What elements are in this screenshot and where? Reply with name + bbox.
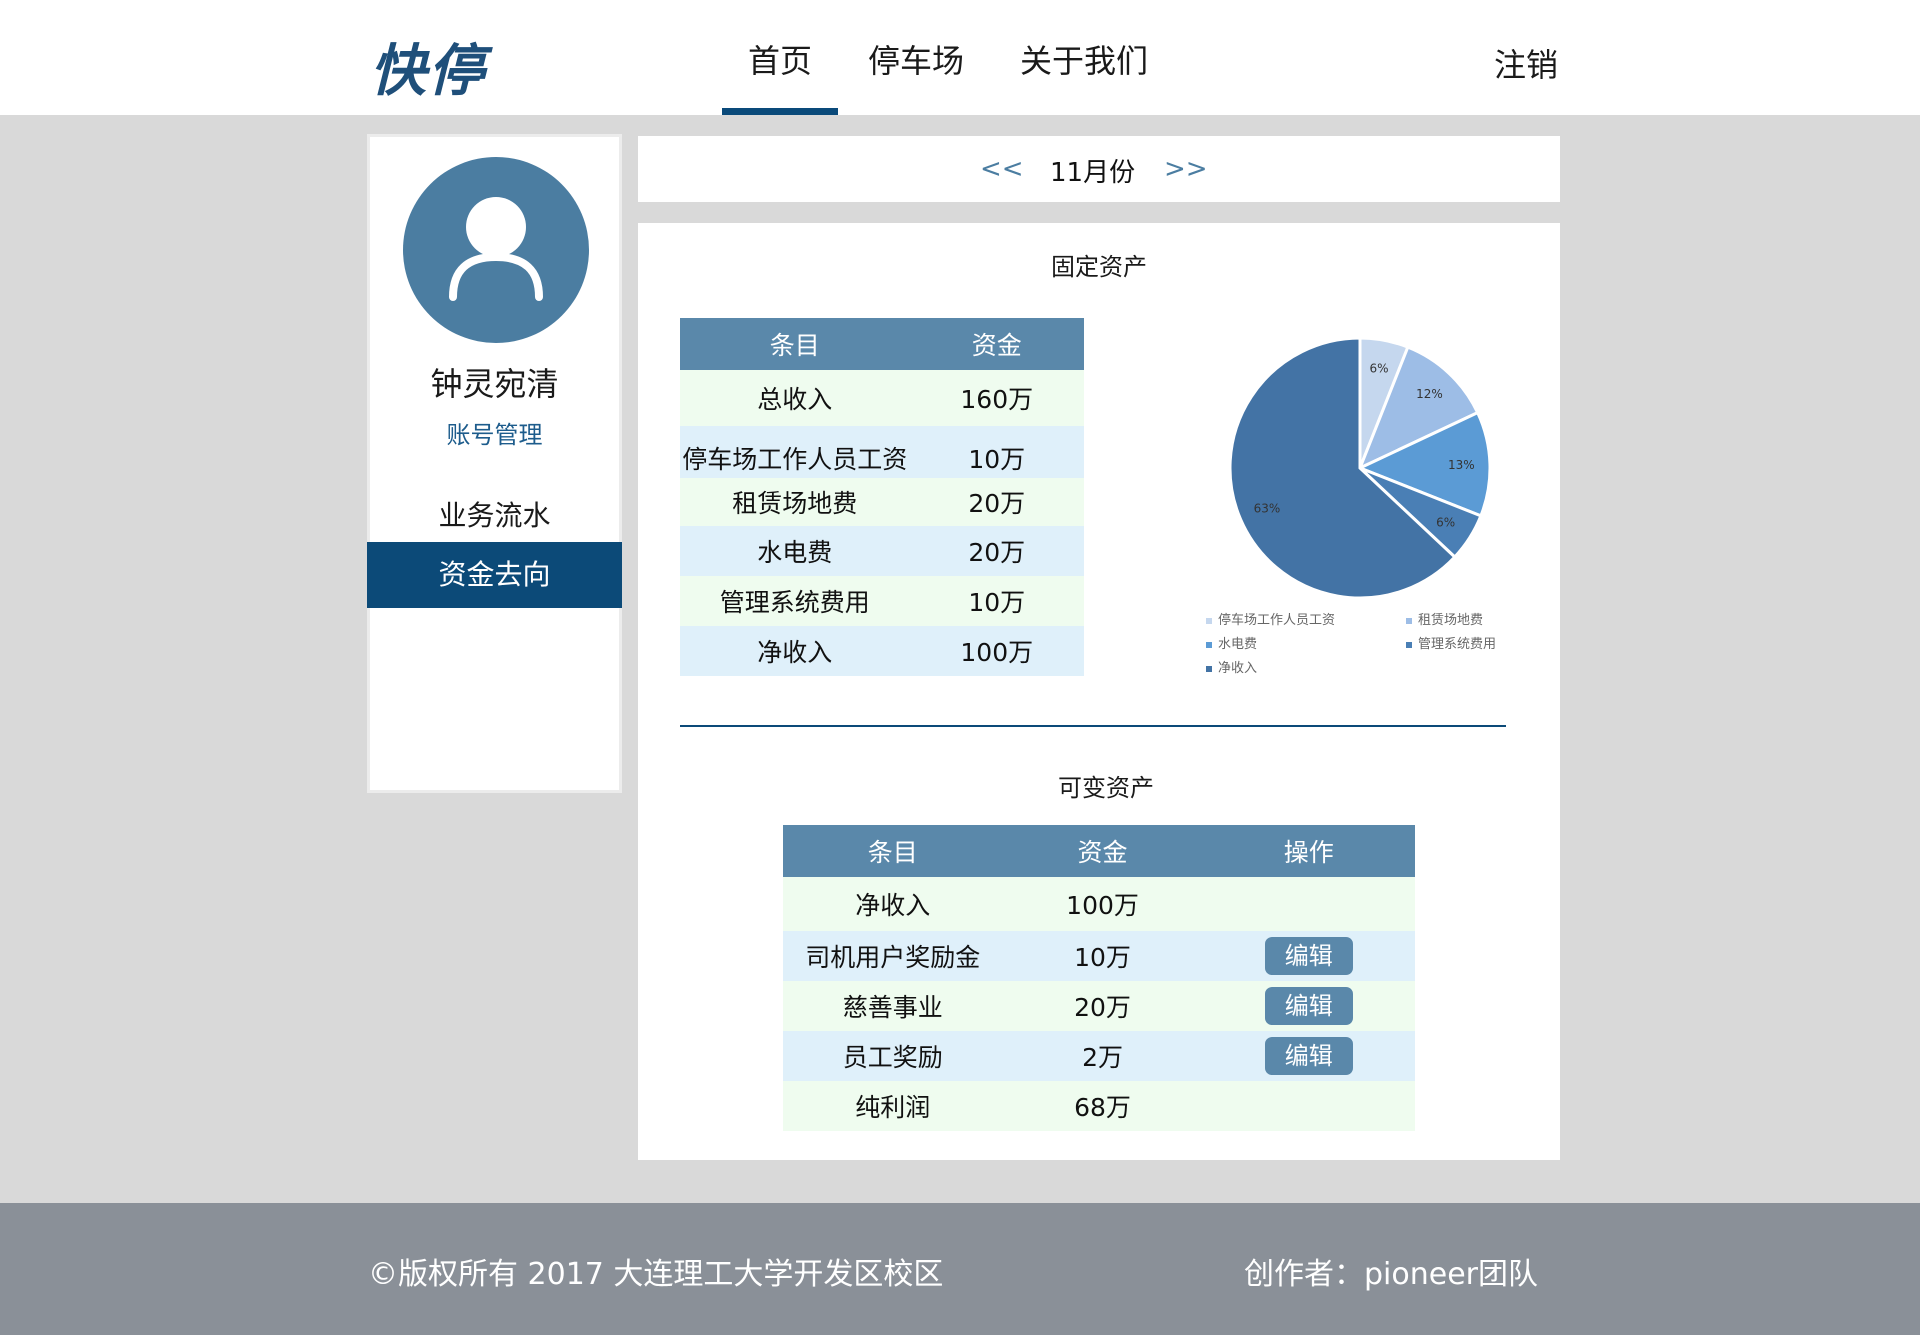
pie-slice-label: 12% — [1416, 387, 1443, 401]
cell-amount: 20万 — [909, 526, 1084, 576]
footer: ©版权所有 2017 大连理工大学开发区校区 创作者：pioneer团队 — [0, 1203, 1920, 1335]
cell-item: 总收入 — [680, 370, 910, 426]
cell-item: 慈善事业 — [783, 981, 1003, 1031]
main-panel: 固定资产 条目 资金 总收入 160万 停车场工作人员工资 10万 租赁场地费 … — [638, 223, 1560, 1160]
cell-amount: 10万 — [909, 426, 1084, 478]
table-row: 停车场工作人员工资 10万 — [680, 426, 1084, 478]
cell-amount: 100万 — [909, 626, 1084, 676]
cell-amount: 10万 — [909, 576, 1084, 626]
legend-swatch — [1406, 641, 1412, 648]
cell-amount: 160万 — [909, 370, 1084, 426]
copyright-text: ©版权所有 2017 大连理工大学开发区校区 — [368, 1257, 944, 1292]
month-label: 11月份 — [1050, 158, 1136, 188]
prev-month-button[interactable]: << — [980, 154, 1024, 184]
table-row: 租赁场地费 20万 — [680, 478, 1084, 526]
legend-label: 停车场工作人员工资 — [1218, 613, 1336, 628]
table-row: 净收入 100万 — [680, 626, 1084, 676]
legend-item: 停车场工作人员工资 — [1206, 609, 1335, 628]
cell-item: 员工奖励 — [783, 1031, 1003, 1081]
legend-item: 水电费 — [1206, 633, 1257, 652]
legend-item: 租赁场地费 — [1406, 609, 1483, 628]
month-selector: << 11月份 >> — [638, 136, 1560, 202]
column-header-amount: 资金 — [1002, 825, 1203, 877]
table-row: 管理系统费用 10万 — [680, 576, 1084, 626]
cell-amount: 20万 — [1002, 981, 1203, 1031]
table-row: 员工奖励 2万 编辑 — [783, 1031, 1415, 1081]
legend-label: 管理系统费用 — [1418, 637, 1497, 652]
table-row: 司机用户奖励金 10万 编辑 — [783, 931, 1415, 981]
cell-amount: 20万 — [909, 478, 1084, 526]
legend-item: 管理系统费用 — [1406, 633, 1496, 652]
legend-item: 净收入 — [1206, 657, 1257, 676]
cell-item: 管理系统费用 — [680, 576, 910, 626]
table-row: 净收入 100万 — [783, 877, 1415, 931]
sidebar-item-fund-flow[interactable]: 资金去向 — [367, 542, 622, 608]
logout-link[interactable]: 注销 — [1494, 46, 1559, 84]
pie-slice — [1357, 345, 1480, 471]
section-divider — [680, 725, 1506, 727]
legend-swatch — [1406, 617, 1412, 624]
table-row: 总收入 160万 — [680, 370, 1084, 426]
pie-slice-label: 63% — [1254, 501, 1281, 515]
cell-amount: 68万 — [1002, 1081, 1203, 1131]
legend-label: 净收入 — [1218, 661, 1258, 676]
cell-item: 净收入 — [680, 626, 910, 676]
nav-home[interactable]: 首页 — [720, 0, 840, 115]
table-header-row: 条目 资金 操作 — [783, 825, 1415, 877]
edit-button[interactable]: 编辑 — [1264, 1037, 1353, 1075]
avatar — [403, 157, 589, 343]
legend-label: 租赁场地费 — [1418, 613, 1484, 628]
username: 钟灵宛清 — [430, 365, 559, 403]
fixed-assets-pie-chart: 6% 12% 13% 6% 63% — [1228, 336, 1492, 600]
column-header-action: 操作 — [1202, 825, 1415, 877]
cell-amount: 10万 — [1002, 931, 1203, 981]
nav-about[interactable]: 关于我们 — [1020, 42, 1149, 80]
legend-swatch — [1206, 641, 1212, 648]
pie-slice-label: 13% — [1448, 458, 1475, 472]
pie-slice — [1228, 336, 1457, 600]
column-header-item: 条目 — [680, 318, 910, 370]
cell-action: 编辑 — [1202, 981, 1415, 1031]
cell-action: 编辑 — [1202, 1031, 1415, 1081]
column-header-amount: 资金 — [909, 318, 1084, 370]
table-header-row: 条目 资金 — [680, 318, 1084, 370]
sidebar: 钟灵宛清 账号管理 业务流水 资金去向 — [367, 134, 622, 793]
edit-button[interactable]: 编辑 — [1264, 937, 1353, 975]
variable-assets-table: 条目 资金 操作 净收入 100万 司机用户奖励金 10万 编辑 慈善事业 20… — [783, 825, 1415, 1131]
pie-slice-label: 6% — [1436, 515, 1455, 529]
user-icon — [449, 197, 543, 301]
cell-action — [1202, 1081, 1415, 1131]
author-text: 创作者：pioneer团队 — [1244, 1257, 1538, 1292]
table-row: 慈善事业 20万 编辑 — [783, 981, 1415, 1031]
cell-item: 司机用户奖励金 — [783, 931, 1003, 981]
column-header-item: 条目 — [783, 825, 1003, 877]
table-row: 水电费 20万 — [680, 526, 1084, 576]
cell-amount: 100万 — [1002, 877, 1203, 931]
cell-action — [1202, 877, 1415, 931]
legend-label: 水电费 — [1218, 637, 1258, 652]
fixed-assets-title: 固定资产 — [1051, 253, 1147, 281]
cell-item: 租赁场地费 — [680, 478, 910, 526]
top-header: 快停 首页 停车场 关于我们 注销 — [0, 0, 1920, 115]
cell-item: 净收入 — [783, 877, 1003, 931]
cell-item: 停车场工作人员工资 — [680, 426, 910, 478]
cell-item: 水电费 — [680, 526, 910, 576]
edit-button[interactable]: 编辑 — [1264, 987, 1353, 1025]
variable-assets-title: 可变资产 — [1058, 774, 1154, 802]
table-row: 纯利润 68万 — [783, 1081, 1415, 1131]
sidebar-item-business-flow[interactable]: 业务流水 — [438, 499, 551, 532]
cell-item: 纯利润 — [783, 1081, 1003, 1131]
fixed-assets-table: 条目 资金 总收入 160万 停车场工作人员工资 10万 租赁场地费 20万 水… — [680, 318, 1084, 676]
legend-swatch — [1206, 617, 1212, 624]
nav-parking[interactable]: 停车场 — [868, 42, 965, 80]
pie-slice — [1356, 410, 1492, 518]
cell-action: 编辑 — [1202, 931, 1415, 981]
pie-slice-label: 6% — [1369, 361, 1388, 375]
main-nav: 首页 停车场 关于我们 — [720, 0, 1176, 115]
cell-amount: 2万 — [1002, 1031, 1203, 1081]
account-management-link[interactable]: 账号管理 — [446, 421, 543, 449]
legend-swatch — [1206, 665, 1212, 672]
logo[interactable]: 快停 — [370, 38, 486, 104]
next-month-button[interactable]: >> — [1164, 154, 1208, 184]
